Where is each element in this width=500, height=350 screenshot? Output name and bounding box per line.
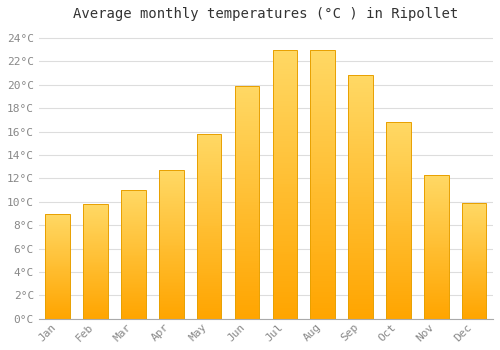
Bar bbox=[84, 204, 108, 319]
Bar bbox=[234, 86, 260, 319]
Bar bbox=[424, 175, 448, 319]
Title: Average monthly temperatures (°C ) in Ripollet: Average monthly temperatures (°C ) in Ri… bbox=[74, 7, 458, 21]
Bar bbox=[272, 50, 297, 319]
Bar bbox=[46, 214, 70, 319]
Bar bbox=[310, 50, 335, 319]
Bar bbox=[159, 170, 184, 319]
Bar bbox=[121, 190, 146, 319]
Bar bbox=[462, 203, 486, 319]
Bar bbox=[197, 134, 222, 319]
Bar bbox=[386, 122, 410, 319]
Bar bbox=[348, 76, 373, 319]
